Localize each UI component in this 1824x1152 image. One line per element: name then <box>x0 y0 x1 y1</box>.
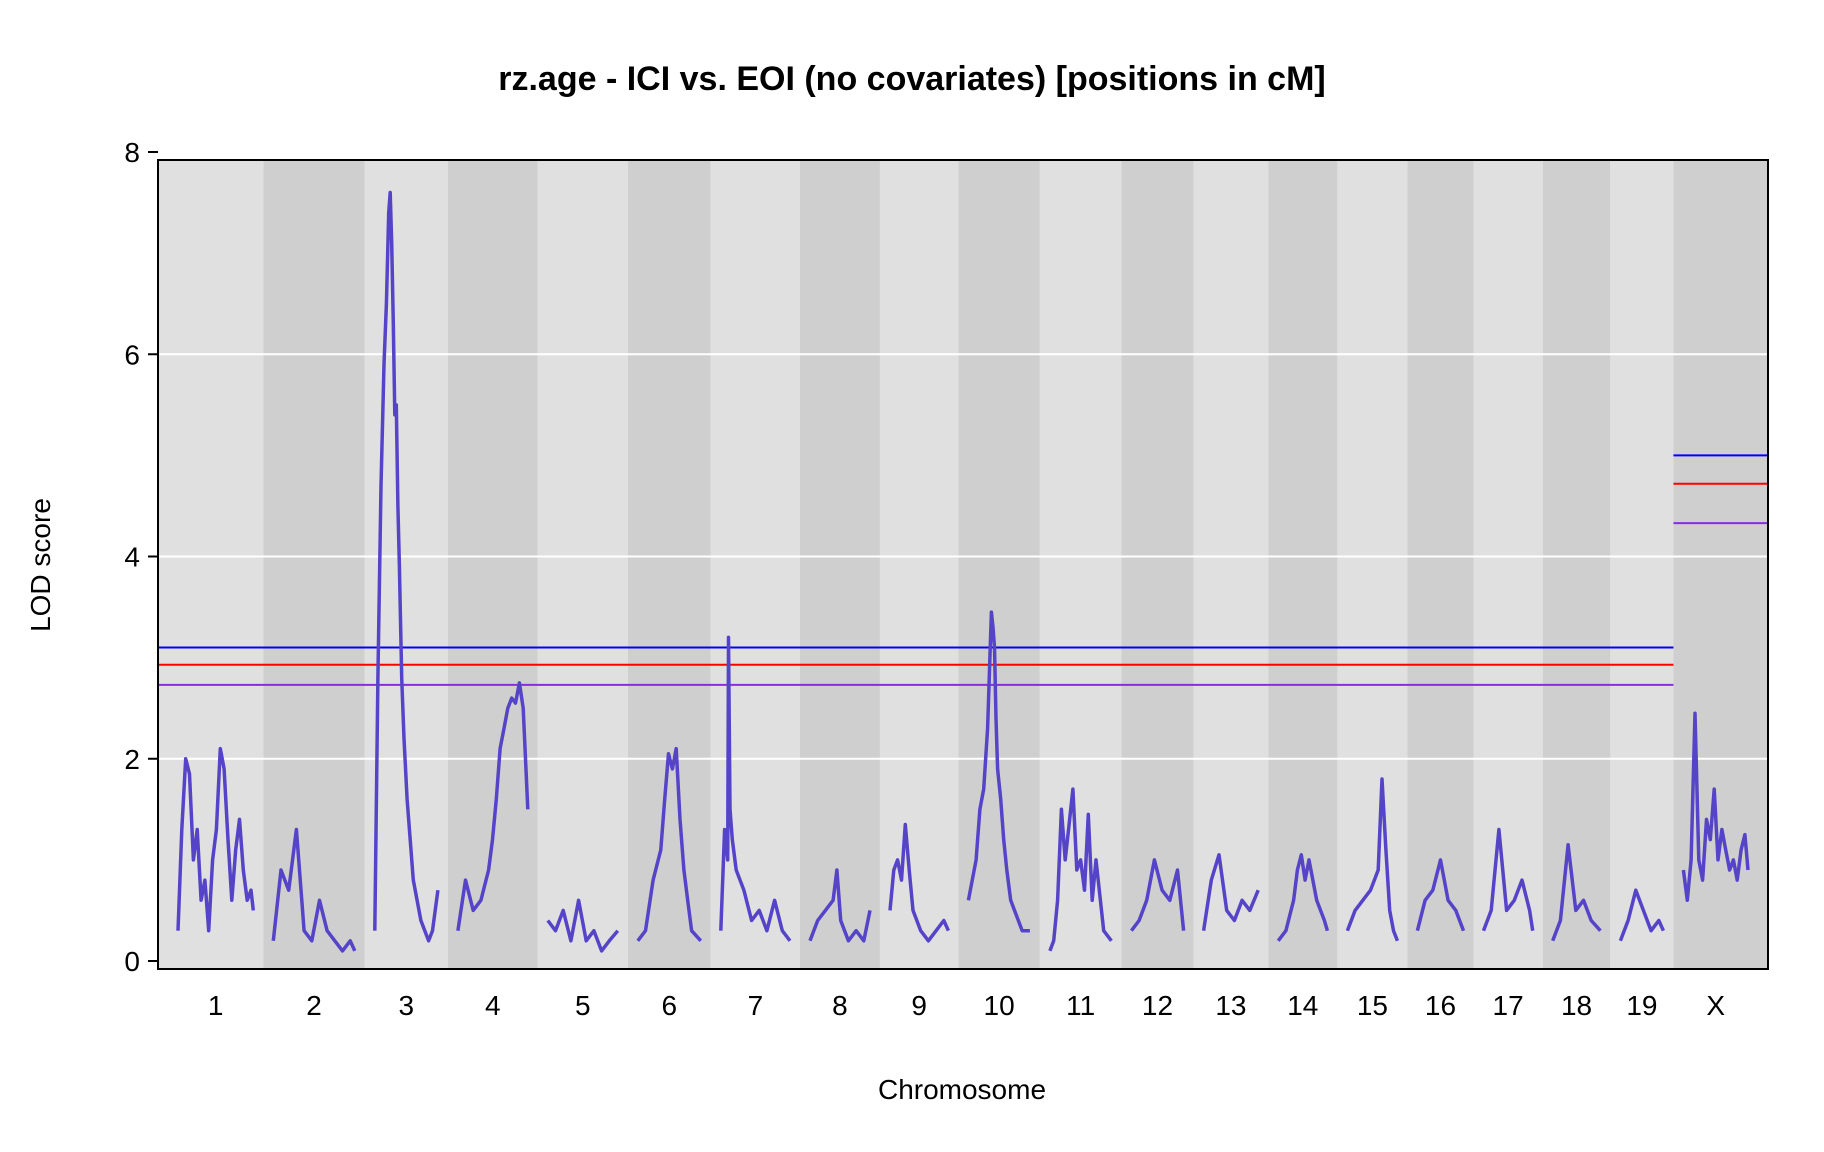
chromosome-band-9 <box>879 160 959 969</box>
x-tick-label-chr-1: 1 <box>208 990 224 1021</box>
x-tick-label-chr-19: 19 <box>1626 990 1657 1021</box>
x-tick-label-chr-17: 17 <box>1493 990 1524 1021</box>
x-tick-label-chr-6: 6 <box>661 990 677 1021</box>
x-tick-label-chr-16: 16 <box>1425 990 1456 1021</box>
grid-lines <box>158 151 1768 760</box>
x-axis-label: Chromosome <box>877 1074 1047 1105</box>
lod-curve-chr-16 <box>1415 858 1466 932</box>
lod-curve-chr-14 <box>1276 853 1330 942</box>
chromosome-band-15 <box>1337 160 1408 969</box>
lod-curve-chr-3 <box>373 190 440 943</box>
chromosome-band-6 <box>627 160 711 969</box>
lod-curve-chr-X <box>1681 711 1750 903</box>
chromosome-band-18 <box>1542 160 1611 969</box>
x-tick-label-chr-14: 14 <box>1287 990 1318 1021</box>
chromosome-band-5 <box>537 160 628 969</box>
chromosome-band-17 <box>1473 160 1543 969</box>
chromosome-band-11 <box>1039 160 1122 969</box>
y-axis: 0 2 4 6 8 <box>124 137 158 977</box>
chromosome-band-14 <box>1268 160 1338 969</box>
x-tick-label-chr-15: 15 <box>1357 990 1388 1021</box>
lod-curve-chr-6 <box>636 746 703 942</box>
x-tick-label-chr-3: 3 <box>399 990 415 1021</box>
x-tick-label-chr-18: 18 <box>1561 990 1592 1021</box>
x-tick-label-chr-4: 4 <box>485 990 501 1021</box>
y-tick-label: 8 <box>124 137 140 168</box>
x-tick-label-chr-9: 9 <box>911 990 927 1021</box>
y-tick-label: 4 <box>124 542 140 573</box>
x-tick-label-chr-7: 7 <box>748 990 764 1021</box>
chromosome-band-19 <box>1610 160 1674 969</box>
x-tick-label-chr-8: 8 <box>832 990 848 1021</box>
plot-frame <box>157 159 1769 970</box>
lod-curve-chr-4 <box>456 681 530 931</box>
chromosome-band-1 <box>158 160 264 969</box>
chart-title: rz.age - ICI vs. EOI (no covariates) [po… <box>498 60 1326 98</box>
chromosome-band-10 <box>958 160 1040 969</box>
lod-curve-chr-7 <box>719 635 792 942</box>
x-tick-label-chr-13: 13 <box>1215 990 1246 1021</box>
lod-curve-chr-11 <box>1048 787 1113 952</box>
chromosome-band-16 <box>1407 160 1474 969</box>
chromosome-band-12 <box>1121 160 1194 969</box>
chromosome-band-13 <box>1193 160 1269 969</box>
x-tick-label-chr-5: 5 <box>575 990 591 1021</box>
lod-curve-chr-10 <box>966 610 1030 933</box>
lod-curve-chr-12 <box>1130 858 1186 932</box>
lod-curve-chr-1 <box>176 746 256 933</box>
lod-curve-chr-15 <box>1345 777 1400 942</box>
x-tick-label-chr-2: 2 <box>306 990 322 1021</box>
lod-curve-chr-2 <box>271 827 357 953</box>
lod-curves <box>176 190 1750 953</box>
lod-curve-chr-19 <box>1618 888 1665 942</box>
lod-curve-chr-18 <box>1551 842 1602 942</box>
lod-curve-chr-13 <box>1201 853 1260 931</box>
lod-curve-chr-17 <box>1481 827 1535 932</box>
x-axis: 1 2 3 4 5 6 7 8 9 10 11 12 13 14 15 16 17 18 19 X <box>208 990 1725 1021</box>
y-tick-label: 6 <box>124 339 140 370</box>
lod-curve-chr-5 <box>546 898 620 953</box>
threshold-lines <box>158 454 1768 686</box>
x-tick-label-chr-10: 10 <box>984 990 1015 1021</box>
x-tick-label-chr-12: 12 <box>1142 990 1173 1021</box>
chromosome-band-2 <box>263 160 365 969</box>
lod-curve-chr-8 <box>808 868 872 943</box>
x-tick-label-chr-X: X <box>1706 990 1725 1021</box>
lod-curve-chr-9 <box>888 822 950 943</box>
x-tick-label-chr-11: 11 <box>1066 990 1095 1021</box>
y-tick-label: 0 <box>124 946 140 977</box>
y-tick-label: 2 <box>124 744 140 775</box>
chromosome-band-8 <box>799 160 880 969</box>
